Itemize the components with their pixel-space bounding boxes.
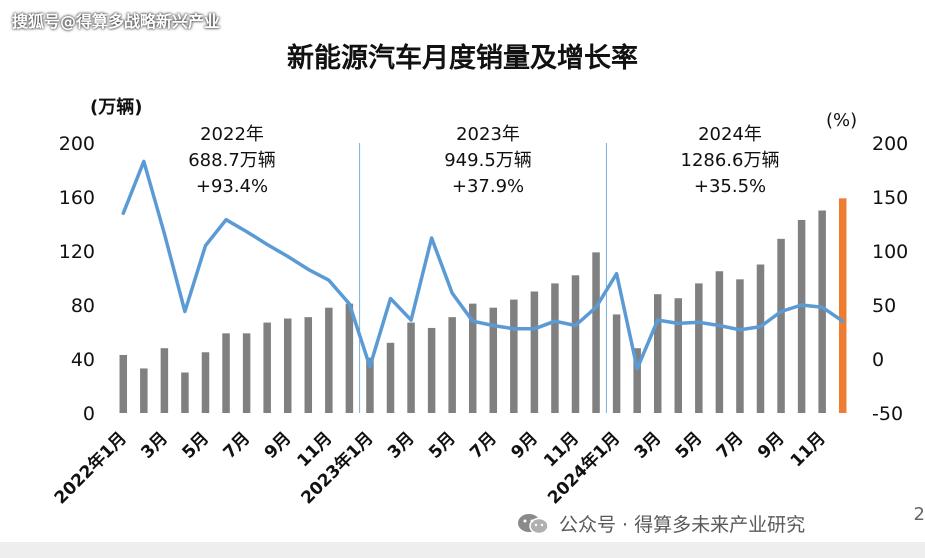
- bar-23: [571, 275, 580, 413]
- x-tick-label: 5月: [178, 428, 213, 463]
- left-tick-label: 0: [83, 403, 95, 425]
- bar-26: [633, 348, 641, 413]
- x-tick-label: 3月: [631, 428, 666, 463]
- x-tick-label: 5月: [672, 428, 707, 463]
- left-axis: 0 40 80 120 160 200: [59, 133, 95, 425]
- right-axis-unit: (%): [826, 110, 857, 131]
- right-axis: -50 0 50 100 150 200: [872, 133, 908, 425]
- annotation-growth: +35.5%: [694, 176, 766, 197]
- x-tick-label: 3月: [384, 428, 419, 463]
- bar-13: [366, 357, 374, 413]
- annotation-growth: +93.4%: [196, 176, 268, 197]
- bar-7: [242, 333, 251, 413]
- bar-36: [838, 198, 847, 413]
- x-tick-label: 9月: [261, 428, 296, 463]
- bar-12: [345, 303, 354, 413]
- left-tick-label: 120: [59, 241, 95, 263]
- left-tick-label: 160: [59, 187, 95, 209]
- x-tick-label: 2022年1月: [50, 428, 131, 509]
- footer-label: 公众号 · 得算多未来产业研究: [559, 514, 806, 536]
- bar-19: [489, 307, 498, 413]
- bar-18: [468, 303, 477, 413]
- right-tick-label: 0: [872, 349, 884, 371]
- bottom-strip: [0, 542, 925, 558]
- left-tick-label: 200: [59, 133, 95, 155]
- right-tick-label: -50: [872, 403, 903, 425]
- bar-9: [283, 318, 292, 413]
- bar-16: [427, 327, 436, 413]
- bar-3: [160, 348, 169, 413]
- footer: 公众号 · 得算多未来产业研究: [515, 510, 805, 537]
- bar-4: [181, 372, 189, 413]
- growth-line: [121, 159, 845, 371]
- bar-10: [304, 317, 313, 413]
- x-tick-label: 7月: [220, 428, 255, 463]
- bar-28: [674, 298, 683, 413]
- annotation-growth: +37.9%: [452, 176, 524, 197]
- left-tick-label: 40: [71, 349, 95, 371]
- bar-31: [736, 279, 744, 413]
- bar-29: [695, 283, 703, 413]
- bar-34: [797, 219, 806, 413]
- growth-line-series: [121, 159, 845, 371]
- bar-32: [756, 264, 765, 413]
- bar-22: [551, 283, 559, 413]
- right-tick-label: 150: [872, 187, 908, 209]
- wechat-icon: [515, 512, 553, 536]
- year-annotations: 2022年 688.7万辆 +93.4% 2023年 949.5万辆 +37.9% 2024…: [188, 124, 779, 197]
- chart-dividers: [359, 143, 607, 413]
- bar-33: [777, 238, 785, 413]
- chart-title: 新能源汽车月度销量及增长率: [287, 43, 638, 74]
- bar-8: [263, 322, 271, 413]
- right-tick-label: 200: [872, 133, 908, 155]
- bar-2: [140, 368, 148, 413]
- bar-14: [386, 342, 395, 413]
- x-tick-label: 9月: [507, 428, 542, 463]
- left-tick-label: 80: [71, 295, 95, 317]
- x-tick-label: 11月: [787, 428, 830, 471]
- x-tick-label: 5月: [425, 428, 460, 463]
- annotation-year: 2024年: [698, 124, 762, 145]
- bar-25: [612, 314, 621, 413]
- annotation-year: 2022年: [200, 124, 264, 145]
- x-tick-label: 7月: [466, 428, 501, 463]
- bar-15: [407, 322, 415, 413]
- bar-6: [222, 333, 230, 413]
- bar-20: [510, 299, 518, 413]
- x-tick-label: 3月: [137, 428, 172, 463]
- annotation-total: 688.7万辆: [188, 150, 276, 171]
- bar-27: [653, 294, 662, 413]
- bar-24: [592, 252, 600, 413]
- x-tick-label: 9月: [754, 428, 789, 463]
- bar-1: [119, 354, 128, 413]
- bar-30: [715, 271, 724, 413]
- bar-35: [818, 210, 826, 413]
- bar-series: [119, 198, 847, 413]
- annotation-year: 2023年: [456, 124, 520, 145]
- left-axis-unit: (万辆): [90, 96, 142, 118]
- annotation-total: 949.5万辆: [444, 150, 532, 171]
- x-tick-label: 7月: [713, 428, 748, 463]
- bar-21: [530, 291, 539, 413]
- page-number: 2: [913, 504, 925, 525]
- right-tick-label: 100: [872, 241, 908, 263]
- bar-17: [448, 317, 456, 413]
- annotation-total: 1286.6万辆: [681, 150, 780, 171]
- bar-11: [325, 307, 333, 413]
- source-watermark: 搜狐号@得算多战略新兴产业: [12, 12, 221, 31]
- bar-5: [201, 352, 210, 413]
- right-tick-label: 50: [872, 295, 896, 317]
